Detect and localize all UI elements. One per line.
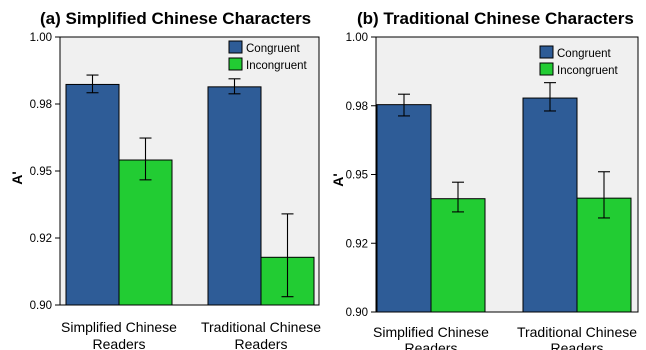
y-tick-label: 1.00 [30,32,52,44]
legend-label-incongruent: Incongruent [246,60,308,72]
chart-title: (b) Traditional Chinese Characters [357,9,634,28]
x-category-label: Readers [405,340,458,350]
y-tick-label: 0.92 [30,233,52,245]
x-category-label: Readers [93,336,146,350]
bar-congruent-simplified-readers [65,83,120,306]
x-category-label: Readers [235,336,288,350]
bar-congruent-simplified-readers [376,104,432,313]
legend-label-congruent: Congruent [557,48,612,60]
legend-swatch-congruent [539,45,554,59]
y-axis-label: A' [9,171,25,184]
legend-label-incongruent: Incongruent [557,65,619,77]
legend-swatch-congruent [228,40,243,54]
bar-congruent-traditional-readers [522,97,578,313]
y-tick-label: 0.95 [30,166,52,178]
y-tick-label: 0.98 [30,99,52,111]
bar-incongruent-simplified-readers [430,198,486,313]
y-tick-label: 0.98 [346,101,368,113]
legend-label-congruent: Congruent [246,43,301,55]
y-tick-label: 0.90 [346,307,368,319]
chart-panel-b: (b) Traditional Chinese Characters 0.90 0.… [330,9,639,350]
y-tick-label: 1.00 [346,32,368,44]
legend-swatch-incongruent [539,62,554,76]
y-tick-label: 0.90 [30,300,52,312]
bar-incongruent-simplified-readers [118,159,173,306]
chart-panel-a: (a) Simplified Chinese Characters 0.90 0.9… [9,9,321,350]
y-tick-label: 0.95 [346,170,368,182]
x-category-label: Simplified Chinese [61,319,177,335]
x-category-label: Simplified Chinese [373,324,489,340]
legend-swatch-incongruent [228,57,243,71]
x-category-label: Traditional Chinese [517,324,637,340]
y-tick-label: 0.92 [346,238,368,250]
x-category-label: Readers [551,340,604,350]
y-axis-label: A' [330,173,346,186]
x-category-label: Traditional Chinese [201,319,321,335]
chart-title: (a) Simplified Chinese Characters [40,9,311,28]
bar-congruent-traditional-readers [207,86,262,306]
